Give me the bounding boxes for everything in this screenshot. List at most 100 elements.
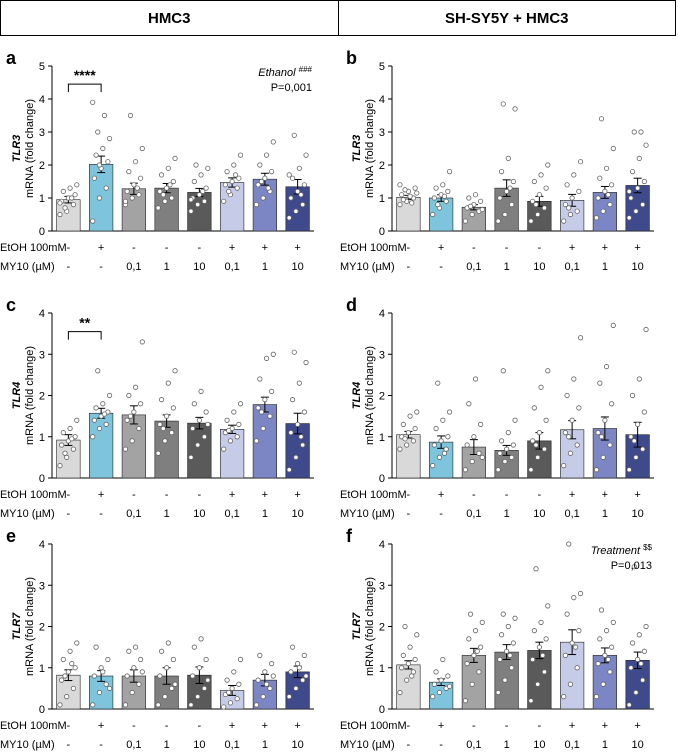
data-point xyxy=(124,188,130,194)
etoh-value: + xyxy=(294,720,300,732)
etoh-value: + xyxy=(229,242,235,254)
data-point xyxy=(628,434,634,440)
data-point xyxy=(291,132,297,138)
data-point xyxy=(509,454,515,460)
data-point xyxy=(469,211,475,218)
data-point xyxy=(643,142,649,148)
data-point xyxy=(196,192,202,198)
data-point xyxy=(169,195,175,201)
data-point xyxy=(236,175,242,181)
data-point xyxy=(502,677,508,683)
data-point xyxy=(640,446,646,452)
data-point xyxy=(158,648,165,654)
data-point xyxy=(205,421,211,427)
data-point xyxy=(430,211,436,218)
y-tick-label: 1 xyxy=(379,663,385,675)
data-point xyxy=(607,669,613,675)
etoh-value: - xyxy=(198,489,202,501)
y-tick-label: 2 xyxy=(39,160,45,172)
stat-annotation: Ethanol ### xyxy=(258,65,312,79)
data-point xyxy=(303,152,309,158)
data-point xyxy=(445,434,451,440)
etoh-value: + xyxy=(262,242,268,254)
panel-b: b 0 1 2 3 4 5 TLR3mRNA (fold change) - - + - - 0,1 - 1 -… xyxy=(340,48,654,273)
data-point xyxy=(132,159,139,165)
bar xyxy=(154,420,179,479)
data-point xyxy=(270,673,276,679)
etoh-value: + xyxy=(98,720,104,732)
data-point xyxy=(602,188,608,194)
data-point xyxy=(602,417,608,423)
data-point xyxy=(136,425,142,432)
panel-f: f 0 1 2 3 4 TLR7mRNA (fold change) - - + - - 0,1 - 1 - 1… xyxy=(340,526,654,751)
annotation-factor: Treatment xyxy=(591,545,643,557)
data-point xyxy=(301,409,307,415)
etoh-value: + xyxy=(602,720,608,732)
data-point xyxy=(91,417,97,423)
y-tick-label: 0 xyxy=(39,226,45,238)
data-point xyxy=(609,644,615,650)
my10-value: 0,1 xyxy=(224,508,239,520)
data-point xyxy=(441,193,448,199)
data-point xyxy=(412,185,418,191)
data-point xyxy=(593,467,600,473)
y-tick-label: 4 xyxy=(39,94,45,106)
data-point xyxy=(57,211,63,218)
data-point xyxy=(435,380,441,386)
data-point xyxy=(574,442,580,448)
data-point xyxy=(60,430,66,436)
data-point xyxy=(157,188,163,194)
data-point xyxy=(257,162,263,168)
data-point xyxy=(96,162,103,168)
data-point xyxy=(479,619,485,625)
etoh-value: + xyxy=(438,489,444,501)
data-point xyxy=(236,681,242,687)
bar xyxy=(89,412,114,479)
etoh-value: - xyxy=(407,720,411,732)
data-point xyxy=(288,669,294,675)
data-point xyxy=(438,438,444,444)
data-point xyxy=(628,665,634,671)
my10-value: 1 xyxy=(602,739,608,751)
data-point xyxy=(265,185,271,191)
data-point xyxy=(504,648,510,654)
data-point xyxy=(188,208,194,214)
data-point xyxy=(188,197,194,203)
data-point xyxy=(131,409,137,415)
my10-value: 10 xyxy=(193,739,205,751)
data-point xyxy=(165,380,171,386)
y-axis-gene-label: TLR4 xyxy=(351,382,363,410)
data-point xyxy=(67,648,73,654)
data-point xyxy=(124,673,130,679)
my10-value: - xyxy=(99,508,103,520)
data-point xyxy=(158,397,165,403)
data-point xyxy=(62,205,68,211)
data-point xyxy=(191,178,197,185)
data-point xyxy=(237,401,244,407)
data-point xyxy=(269,169,275,175)
data-point xyxy=(286,172,292,178)
data-point xyxy=(103,185,109,191)
y-tick-label: 5 xyxy=(39,61,45,73)
data-point xyxy=(90,99,96,105)
data-point xyxy=(136,192,142,198)
data-point xyxy=(224,169,230,175)
data-point xyxy=(96,689,103,696)
etoh-value: + xyxy=(229,489,235,501)
data-point xyxy=(502,458,508,465)
y-tick-label: 2 xyxy=(379,622,385,634)
etoh-value: - xyxy=(198,242,202,254)
etoh-value: - xyxy=(472,720,476,732)
data-point xyxy=(561,218,567,224)
data-point xyxy=(122,198,129,204)
etoh-value: - xyxy=(132,489,136,501)
data-point xyxy=(263,152,270,158)
data-point xyxy=(435,202,441,208)
data-point xyxy=(90,702,96,708)
my10-value: 10 xyxy=(632,508,644,520)
y-axis-unit-label: mRNA (fold change) xyxy=(24,346,36,445)
y-tick-label: 0 xyxy=(39,704,45,716)
data-point xyxy=(430,463,436,469)
data-point xyxy=(162,438,168,444)
my10-row-label: MY10 (µM) xyxy=(0,508,55,520)
